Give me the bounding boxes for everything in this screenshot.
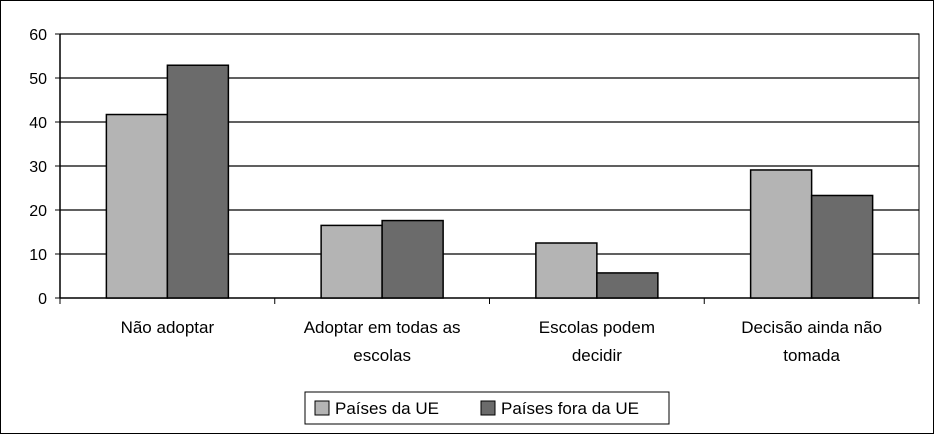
bar-eu [105,113,169,299]
y-tick-label: 50 [29,71,47,88]
x-category-label: Escolas podem [539,318,655,337]
bar-eu [320,224,383,299]
x-category-label: Não adoptar [121,318,215,337]
y-tick-label: 40 [29,115,47,132]
bar-eu [749,169,813,299]
legend-swatch [480,400,496,416]
y-tick-label: 10 [29,247,47,264]
x-category-label: Adoptar em todas as [304,318,461,337]
x-category-label: tomada [783,346,840,365]
y-tick-label: 0 [38,291,47,308]
y-tick-label: 20 [29,203,47,220]
bar-non-eu [596,272,659,299]
x-category-label: Decisão ainda não [741,318,882,337]
x-category-label: escolas [353,346,411,365]
x-category-label: decidir [572,346,622,365]
legend-label: Países fora da UE [501,399,639,418]
bar-non-eu [381,219,444,299]
bar-non-eu [810,194,874,299]
y-tick-label: 60 [29,27,47,44]
bar-non-eu [166,64,230,299]
bar-eu [535,242,598,299]
y-tick-label: 30 [29,159,47,176]
legend-label: Países da UE [335,399,439,418]
legend-swatch [314,400,330,416]
